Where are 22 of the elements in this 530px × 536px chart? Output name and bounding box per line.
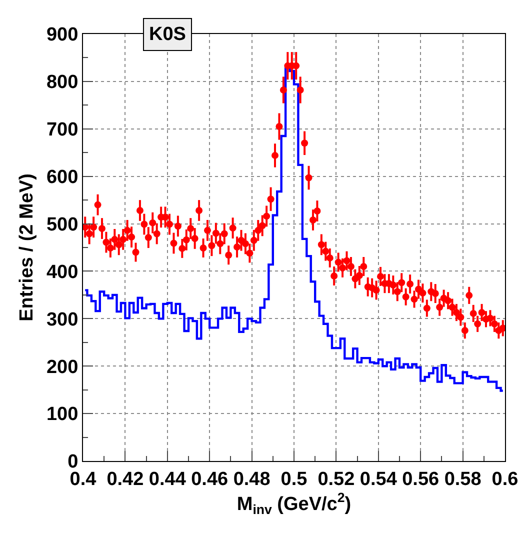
x-tick-label: 0.46 <box>191 468 228 490</box>
x-tick-label: 0.54 <box>360 468 398 490</box>
x-axis-title: M$_{inv}$ (GeV/c$^{2}$) <box>236 490 352 517</box>
y-tick-label: 300 <box>46 309 78 330</box>
x-tick-label: 0.56 <box>402 468 440 490</box>
y-axis-title: Entries / (2 MeV) <box>16 174 38 322</box>
x-tick-label: 0.42 <box>106 468 144 490</box>
x-tick-label: 0.48 <box>233 468 270 490</box>
y-tick-label: 400 <box>46 262 78 283</box>
y-tick-label: 700 <box>46 120 78 141</box>
x-tick-label: 0.52 <box>318 468 355 490</box>
x-tick-label: 0.44 <box>148 468 186 490</box>
x-tick-label: 0.5 <box>280 468 308 490</box>
x-tick-label: 0.6 <box>492 468 518 490</box>
y-tick-label: 200 <box>46 356 78 378</box>
y-tick-label: 500 <box>46 214 78 236</box>
x-tick-label: 0.58 <box>444 468 482 490</box>
y-tick-label: 100 <box>46 404 78 426</box>
y-tick-label: 600 <box>46 166 78 188</box>
y-tick-label: 900 <box>46 24 78 46</box>
y-tick-label: 800 <box>46 72 78 94</box>
chart-title: K0S <box>149 24 186 45</box>
